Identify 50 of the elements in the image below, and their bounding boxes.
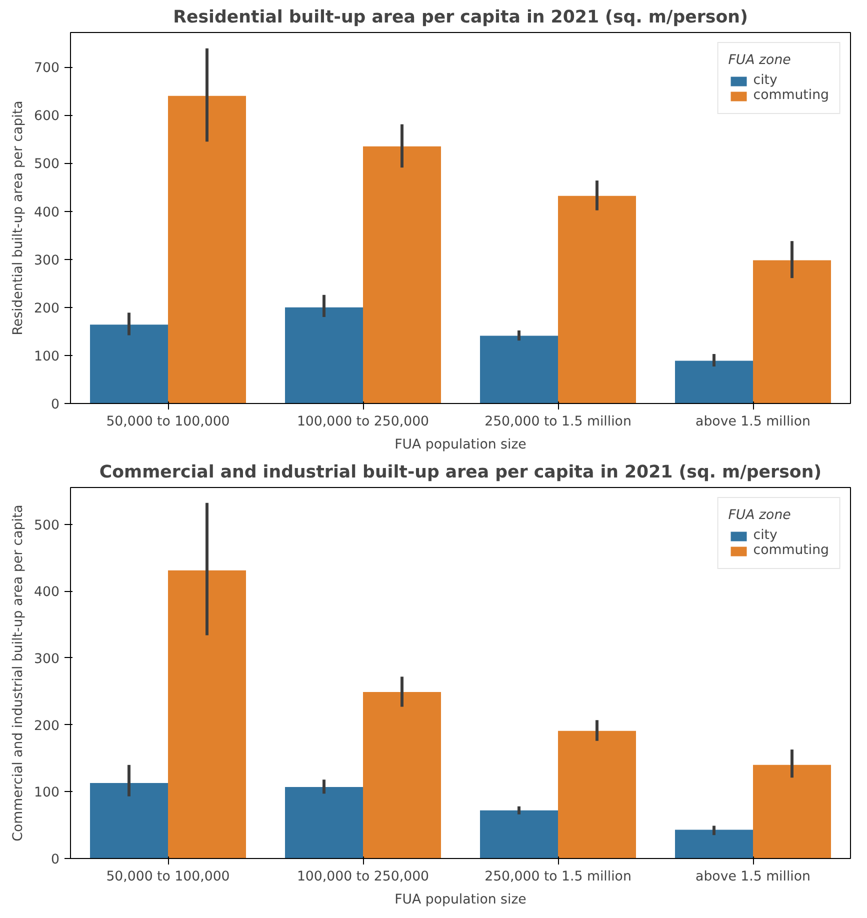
chart-title: Commercial and industrial built-up area per capita in 2021 (sq. m/person) — [99, 462, 822, 482]
y-axis-title: Commercial and industrial built-up area per capita — [11, 504, 26, 842]
y-tick-label: 100 — [34, 349, 60, 364]
y-tick-label: 100 — [34, 786, 60, 801]
y-tick-label: 200 — [34, 718, 60, 734]
chart-title: Residential built-up area per capita in 2021 (sq. m/person) — [173, 8, 748, 28]
y-tick-label: 500 — [34, 157, 60, 172]
legend-label: commuting — [753, 88, 829, 103]
bar — [90, 324, 168, 404]
y-tick-label: 400 — [34, 585, 60, 600]
bar — [558, 196, 636, 404]
x-tick-label: 100,000 to 250,000 — [296, 414, 430, 430]
y-axis-title: Residential built-up area per capita — [11, 100, 26, 336]
bar — [285, 307, 363, 404]
bar — [90, 782, 168, 858]
bar — [675, 830, 753, 858]
x-tick-label: 50,000 to 100,000 — [106, 414, 230, 430]
bar — [753, 260, 831, 404]
y-tick-label: 500 — [34, 518, 60, 534]
y-tick-label: 600 — [34, 109, 60, 124]
legend-title: FUA zone — [728, 53, 792, 68]
bar — [480, 810, 558, 858]
x-tick-label: above 1.5 million — [696, 414, 810, 430]
x-tick-label: above 1.5 million — [696, 870, 810, 884]
legend-label: city — [753, 73, 778, 88]
x-axis-title: FUA population size — [394, 438, 526, 452]
y-tick-label: 0 — [51, 398, 60, 412]
x-tick-label: 250,000 to 1.5 million — [484, 870, 632, 884]
y-tick-label: 0 — [51, 852, 60, 868]
bar — [363, 692, 441, 858]
bar — [285, 786, 363, 858]
bar — [558, 730, 636, 858]
bar — [168, 570, 246, 858]
y-tick-label: 300 — [34, 253, 60, 268]
x-tick-label: 100,000 to 250,000 — [296, 870, 430, 884]
x-axis-title: FUA population size — [394, 892, 526, 908]
bar — [753, 764, 831, 858]
x-tick-label: 250,000 to 1.5 million — [484, 414, 632, 430]
y-tick-label: 300 — [34, 652, 60, 667]
legend-label: city — [753, 528, 778, 543]
y-tick-label: 400 — [34, 205, 60, 220]
bar — [168, 96, 246, 404]
bar — [363, 146, 441, 404]
y-tick-label: 200 — [34, 301, 60, 316]
bar — [480, 336, 558, 404]
legend-title: FUA zone — [728, 508, 792, 523]
bar — [675, 360, 753, 404]
x-tick-label: 50,000 to 100,000 — [106, 870, 230, 884]
legend-label: commuting — [753, 543, 829, 558]
y-tick-label: 700 — [34, 61, 60, 76]
